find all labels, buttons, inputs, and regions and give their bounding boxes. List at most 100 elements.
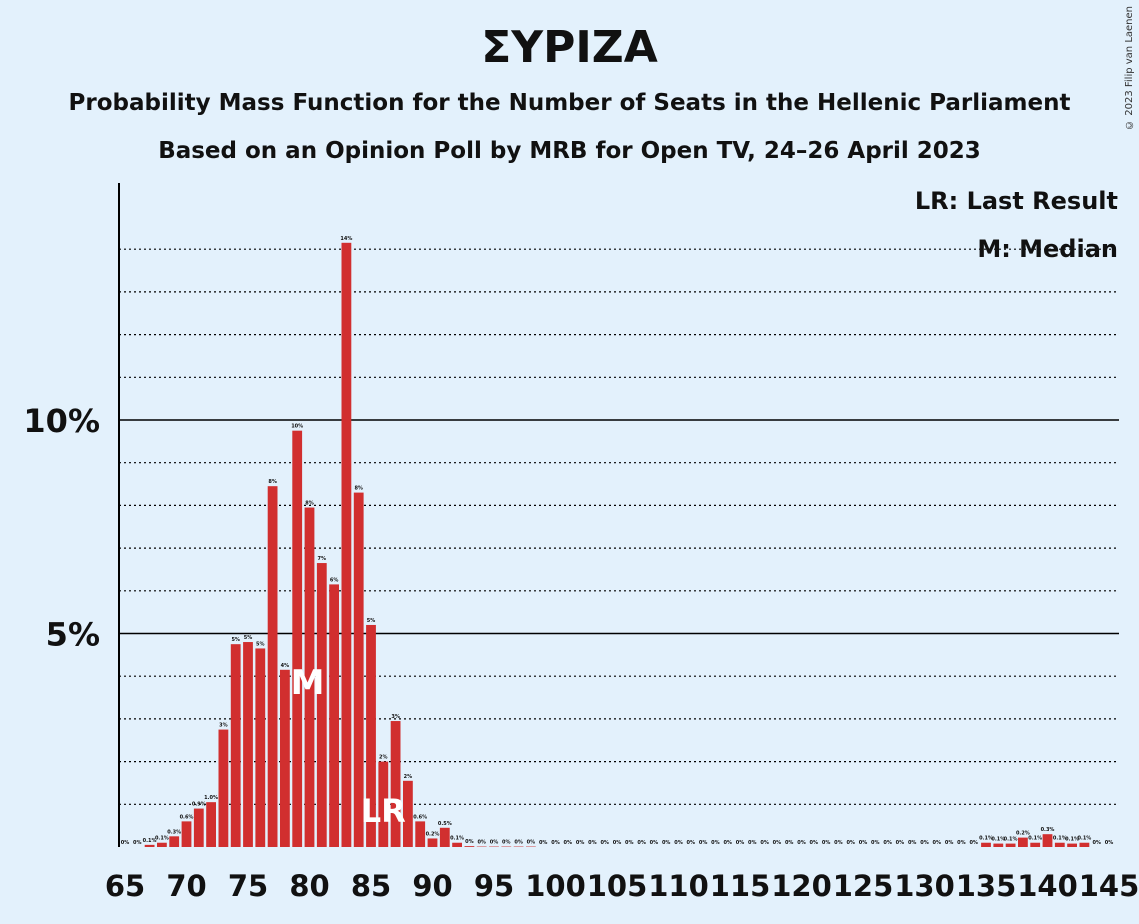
data-label-seat-138: 0.2% <box>1016 831 1030 837</box>
bar-seat-76 <box>255 648 266 847</box>
data-label-seat-86: 2% <box>379 755 388 761</box>
data-label-seat-119: 0% <box>785 840 794 846</box>
bar-seat-93 <box>464 846 475 847</box>
x-tick-label: 65 <box>105 869 145 903</box>
data-label-seat-93: 0% <box>465 839 474 845</box>
data-label-seat-109: 0% <box>662 840 671 846</box>
y-axis-tick-labels: 5% 10% <box>23 402 100 654</box>
bar-seat-71 <box>193 808 204 847</box>
median-last-result-markers: M LR <box>291 663 406 830</box>
data-label-seat-122: 0% <box>822 840 831 846</box>
data-label-seat-106: 0% <box>625 840 634 846</box>
x-axis-tick-labels: 65 70 75 80 85 90 95 100 105 110 115 120 125 130 135 14… <box>105 869 1139 903</box>
data-label-seat-70: 0.6% <box>180 814 194 820</box>
data-label-seat-103: 0% <box>588 840 597 846</box>
bar-series <box>144 242 1090 848</box>
data-label-seat-97: 0% <box>514 840 523 846</box>
data-label-seat-128: 0% <box>896 840 905 846</box>
bar-seat-77 <box>267 486 278 847</box>
data-label-seat-135: 0.1% <box>979 836 993 842</box>
data-label-seat-110: 0% <box>674 840 683 846</box>
data-label-seat-80: 8% <box>305 501 314 507</box>
data-label-seat-82: 6% <box>330 577 339 583</box>
data-label-seat-126: 0% <box>871 840 880 846</box>
bar-seat-68 <box>157 842 167 847</box>
chart-title: ΣΥΡΙΖΑ <box>481 22 658 73</box>
data-label-seat-88: 2% <box>404 774 413 780</box>
data-label-seat-131: 0% <box>933 840 942 846</box>
data-label-seat-77: 8% <box>268 479 277 485</box>
bar-seat-86 <box>378 761 389 847</box>
data-label-seat-112: 0% <box>699 840 708 846</box>
data-label-seat-94: 0% <box>477 840 486 846</box>
data-label-seat-115: 0% <box>736 840 745 846</box>
bar-seat-88 <box>403 780 413 847</box>
data-label-seat-108: 0% <box>650 840 659 846</box>
data-label-seat-89: 0.6% <box>413 814 427 820</box>
data-label-seat-72: 1.0% <box>204 795 218 801</box>
data-label-seat-107: 0% <box>637 840 646 846</box>
x-tick-label: 130 <box>894 869 955 903</box>
data-label-seat-84: 8% <box>354 486 363 492</box>
data-label-seat-83: 14% <box>340 236 352 242</box>
data-label-seat-95: 0% <box>490 840 499 846</box>
bar-seat-85 <box>366 624 376 847</box>
data-label-seat-66: 0% <box>133 840 142 846</box>
bar-seat-87 <box>390 721 401 847</box>
bar-seat-72 <box>206 802 216 847</box>
bar-seat-140 <box>1042 834 1053 847</box>
data-label-seat-104: 0% <box>600 840 609 846</box>
data-label-seat-100: 0% <box>551 840 560 846</box>
bar-seat-70 <box>181 821 192 847</box>
bar-seat-89 <box>415 821 426 847</box>
chart-subtitle-1: Probability Mass Function for the Number… <box>68 90 1071 116</box>
data-label-seat-75: 5% <box>244 635 253 641</box>
data-label-seat-118: 0% <box>773 840 782 846</box>
bar-seat-90 <box>427 838 438 847</box>
bar-seat-73 <box>218 729 229 847</box>
data-label-seat-85: 5% <box>367 618 376 624</box>
data-label-seat-81: 7% <box>318 556 327 562</box>
data-label-seat-92: 0.1% <box>450 836 464 842</box>
data-label-seat-121: 0% <box>810 840 819 846</box>
bar-seat-135 <box>981 842 991 847</box>
bar-seat-84 <box>353 492 364 847</box>
bar-seat-138 <box>1018 837 1028 847</box>
y-tick-label: 5% <box>46 616 100 654</box>
bar-seat-83 <box>341 242 352 848</box>
data-label-seat-136: 0.1% <box>991 837 1005 843</box>
x-tick-label: 105 <box>587 869 648 903</box>
median-marker: M <box>291 663 325 703</box>
data-label-seat-124: 0% <box>846 840 855 846</box>
data-label-seat-139: 0.1% <box>1028 836 1042 842</box>
data-label-seat-114: 0% <box>723 840 732 846</box>
x-tick-label: 75 <box>228 869 268 903</box>
data-label-seat-134: 0% <box>969 840 978 846</box>
data-label-seat-102: 0% <box>576 840 585 846</box>
data-labels: 0% 0% 0.1%0.1%0.3%0.6%0.9%1.0%3%5% 5%5%8%4%… <box>121 236 1114 846</box>
data-label-seat-67: 0.1% <box>143 838 157 844</box>
data-label-seat-133: 0% <box>957 840 966 846</box>
data-label-seat-120: 0% <box>797 840 806 846</box>
bar-seat-69 <box>169 836 180 847</box>
bar-seat-82 <box>329 584 339 847</box>
data-label-seat-101: 0% <box>564 840 573 846</box>
bar-seat-137 <box>1005 843 1016 847</box>
data-label-seat-90: 0.2% <box>426 831 440 837</box>
data-label-seat-78: 4% <box>281 663 290 669</box>
bar-seat-67 <box>144 844 155 847</box>
bar-seat-75 <box>243 642 253 847</box>
data-label-seat-125: 0% <box>859 840 868 846</box>
chart-subtitle-2: Based on an Opinion Poll by MRB for Open… <box>158 138 981 164</box>
x-tick-label: 100 <box>525 869 586 903</box>
x-tick-label: 110 <box>648 869 709 903</box>
bar-seat-91 <box>439 827 450 847</box>
bar-seat-81 <box>316 563 327 847</box>
x-tick-label: 115 <box>710 869 771 903</box>
data-label-seat-141: 0.1% <box>1053 836 1067 842</box>
x-tick-label: 95 <box>474 869 514 903</box>
data-label-seat-73: 3% <box>219 723 228 729</box>
bar-seat-74 <box>230 644 241 847</box>
data-label-seat-137: 0.1% <box>1004 837 1018 843</box>
